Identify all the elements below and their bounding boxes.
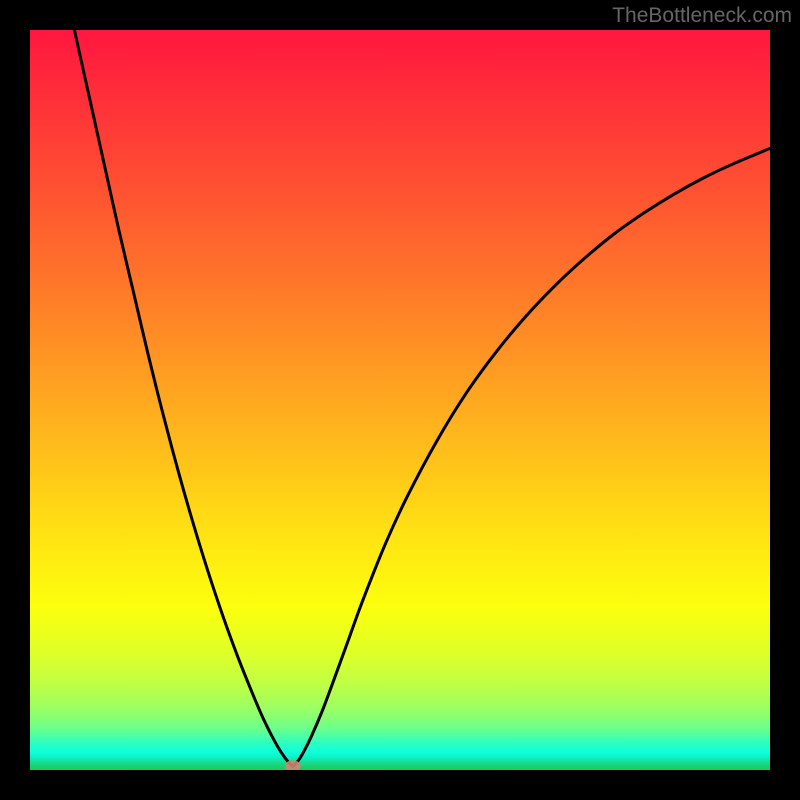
plot-svg [30,30,770,770]
chart-container: TheBottleneck.com [0,0,800,800]
watermark-text: TheBottleneck.com [612,4,792,28]
gradient-background [30,30,770,770]
plot-area [30,30,770,770]
